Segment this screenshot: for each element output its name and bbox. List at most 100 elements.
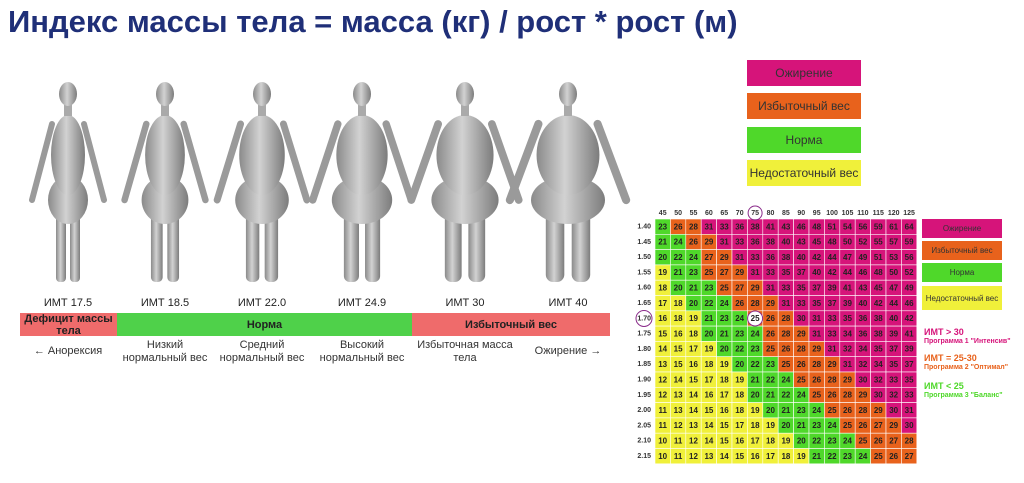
cell-value: 57 xyxy=(889,238,898,247)
category-segment: Избыточный вес xyxy=(412,313,610,336)
cell-value: 48 xyxy=(874,268,883,277)
weight-header: 115 xyxy=(873,210,884,217)
cell-value: 37 xyxy=(905,360,914,369)
cell-value: 25 xyxy=(843,421,852,430)
cell-value: 21 xyxy=(781,406,790,415)
cell-value: 39 xyxy=(843,299,852,308)
cell-value: 16 xyxy=(674,329,683,338)
legend-box: Избыточный вес xyxy=(747,93,861,119)
cell-value: 35 xyxy=(905,375,914,384)
cell-value: 38 xyxy=(874,329,883,338)
cell-value: 32 xyxy=(858,360,867,369)
cell-value: 59 xyxy=(874,222,883,231)
figure-label: ИМТ 40 xyxy=(548,297,588,309)
cell-value: 30 xyxy=(889,406,898,415)
cell-value: 25 xyxy=(797,375,806,384)
cell-value: 16 xyxy=(735,436,744,445)
cell-value: 25 xyxy=(858,436,867,445)
hips xyxy=(331,176,393,224)
cell-value: 21 xyxy=(689,283,698,292)
highlight xyxy=(747,310,764,327)
cell-value: 20 xyxy=(766,406,775,415)
head xyxy=(456,82,474,106)
category-segment: Норма xyxy=(117,313,412,336)
cell-value: 49 xyxy=(858,253,867,262)
cell-value: 32 xyxy=(889,391,898,400)
cell-value: 22 xyxy=(704,299,713,308)
cell-value: 19 xyxy=(720,360,729,369)
cell-value: 12 xyxy=(689,452,698,461)
cell-value: 64 xyxy=(905,222,914,231)
arm xyxy=(81,121,107,203)
head xyxy=(59,82,77,106)
neck xyxy=(258,100,266,116)
cell-value: 15 xyxy=(674,345,683,354)
cell-value: 23 xyxy=(828,436,837,445)
cell-value: 14 xyxy=(658,345,667,354)
cell-value: 28 xyxy=(689,222,698,231)
cell-value: 32 xyxy=(843,345,852,354)
arm xyxy=(279,120,311,204)
weight-header: 75 xyxy=(751,210,759,217)
height-label: 1.80 xyxy=(637,346,651,353)
height-label: 2.10 xyxy=(637,438,651,445)
height-label: 1.90 xyxy=(637,376,651,383)
cell-value: 23 xyxy=(735,329,744,338)
cell-value: 44 xyxy=(843,268,852,277)
description: Ожирение → xyxy=(534,345,602,357)
arm xyxy=(505,119,543,205)
cell-value: 29 xyxy=(843,375,852,384)
height-label: 1.40 xyxy=(637,223,651,230)
cell-value: 52 xyxy=(905,268,914,277)
figure-label: ИМТ 18.5 xyxy=(140,297,190,309)
weight-header: 90 xyxy=(797,210,805,217)
cell-value: 18 xyxy=(658,283,667,292)
cell-value: 49 xyxy=(905,283,914,292)
cell-value: 33 xyxy=(905,391,914,400)
cell-value: 35 xyxy=(797,283,806,292)
cell-value: 19 xyxy=(781,436,790,445)
cell-value: 46 xyxy=(858,268,867,277)
cell-value: 24 xyxy=(720,299,729,308)
cell-value: 26 xyxy=(828,391,837,400)
cell-value: 14 xyxy=(689,391,698,400)
weight-header: 45 xyxy=(659,210,667,217)
weight-header: 105 xyxy=(842,210,854,217)
cell-value: 26 xyxy=(689,238,698,247)
cell-value: 22 xyxy=(751,360,760,369)
program-label: ИМТ > 30 xyxy=(924,327,964,337)
description: Низкий нормальный вес xyxy=(122,339,208,364)
cell-value: 31 xyxy=(735,253,744,262)
cell-value: 21 xyxy=(797,421,806,430)
cell-value: 59 xyxy=(905,238,914,247)
cell-value: 18 xyxy=(766,436,775,445)
cell-value: 36 xyxy=(735,222,744,231)
cell-value: 27 xyxy=(905,452,914,461)
cell-value: 16 xyxy=(689,360,698,369)
cell-value: 18 xyxy=(689,329,698,338)
cell-value: 24 xyxy=(812,406,821,415)
cell-value: 27 xyxy=(704,253,713,262)
cell-value: 22 xyxy=(674,253,683,262)
cell-value: 38 xyxy=(766,238,775,247)
cell-value: 56 xyxy=(905,253,914,262)
cell-value: 29 xyxy=(889,421,898,430)
cell-value: 29 xyxy=(751,283,760,292)
cell-value: 28 xyxy=(781,329,790,338)
cell-value: 40 xyxy=(781,238,790,247)
cell-value: 26 xyxy=(766,329,775,338)
cell-value: 18 xyxy=(735,406,744,415)
cell-value: 35 xyxy=(843,314,852,323)
cell-value: 34 xyxy=(858,345,867,354)
description: Средний нормальный вес xyxy=(219,339,305,364)
height-label: 1.60 xyxy=(637,285,651,292)
cell-value: 23 xyxy=(766,360,775,369)
cell-value: 19 xyxy=(797,452,806,461)
cell-value: 24 xyxy=(689,253,698,262)
cell-value: 24 xyxy=(751,329,760,338)
cell-value: 21 xyxy=(766,391,775,400)
cell-value: 25 xyxy=(720,283,729,292)
cell-value: 29 xyxy=(812,345,821,354)
cell-value: 18 xyxy=(674,314,683,323)
